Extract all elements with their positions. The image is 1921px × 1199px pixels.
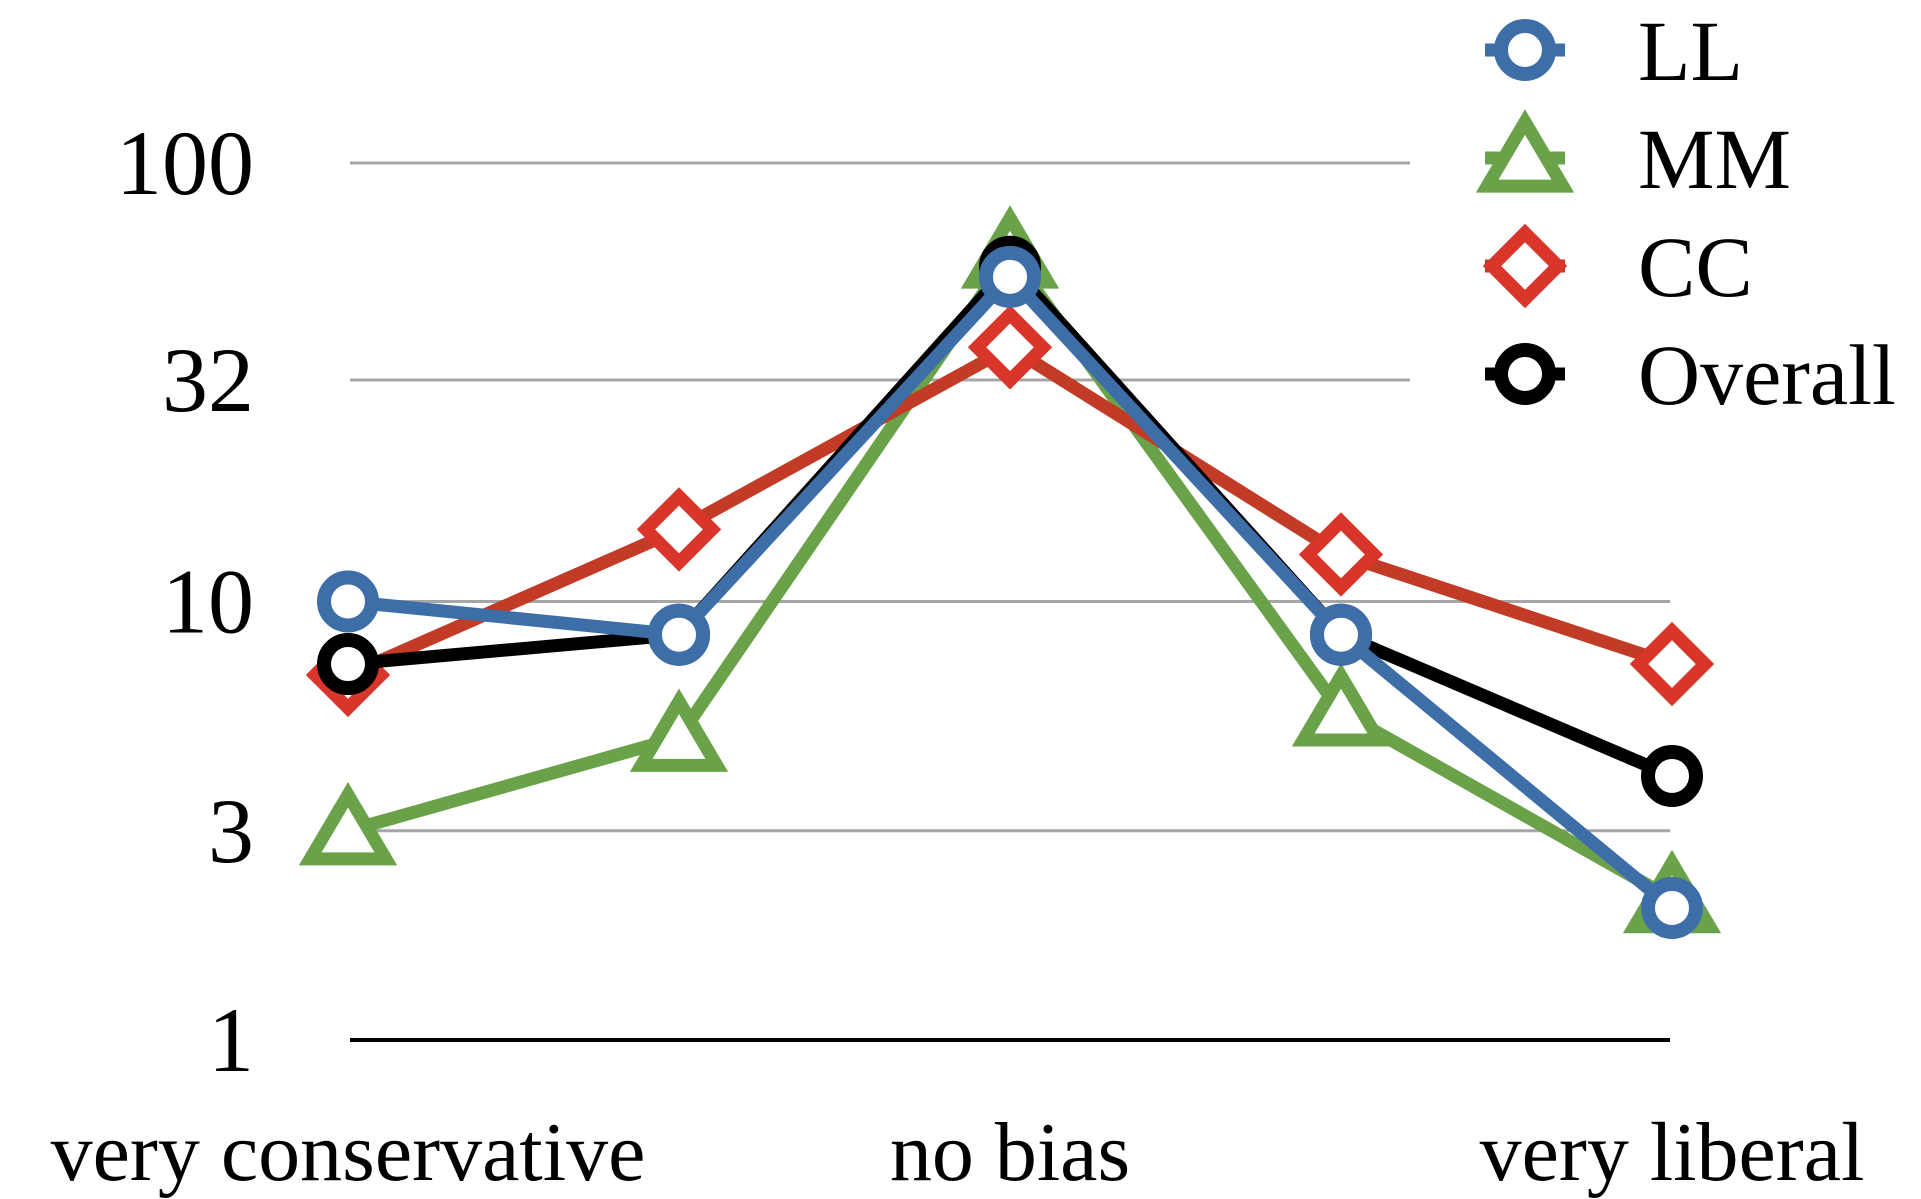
- x-tick-label: very liberal: [1480, 1106, 1865, 1199]
- legend-label: LL: [1638, 3, 1743, 99]
- y-axis-ticks: 1 3 10 32 100: [116, 112, 254, 1091]
- legend-item-ll: LL: [1485, 3, 1743, 99]
- y-tick-label: 1: [208, 989, 254, 1091]
- data-point-cc: [636, 487, 722, 572]
- data-point-ll: [317, 570, 379, 633]
- legend-label: MM: [1638, 111, 1791, 207]
- x-tick-label: no bias: [890, 1106, 1130, 1199]
- data-point-mm: [298, 781, 398, 866]
- data-point-overall: [317, 633, 379, 696]
- gridlines: [350, 161, 1670, 1042]
- legend: LL MM CC Overall: [1475, 3, 1896, 423]
- legend-marker: [1475, 109, 1575, 193]
- y-tick-label: 10: [162, 551, 254, 653]
- data-point-ll: [979, 245, 1041, 308]
- series-group: [298, 205, 1722, 939]
- legend-label: Overall: [1638, 327, 1896, 423]
- data-point-cc: [1629, 621, 1715, 707]
- data-point-cc: [1298, 512, 1384, 597]
- data-point-mm: [629, 688, 729, 772]
- data-point-ll: [1310, 603, 1372, 666]
- data-point-ll: [648, 603, 710, 666]
- data-point-overall: [1641, 744, 1703, 807]
- legend-marker: [1482, 223, 1568, 309]
- data-point-mm: [1291, 663, 1391, 747]
- data-point-cc: [967, 305, 1053, 390]
- y-tick-label: 32: [162, 329, 254, 431]
- legend-label: CC: [1638, 219, 1753, 315]
- x-tick-label: very conservative: [51, 1106, 646, 1199]
- legend-item-cc: CC: [1482, 219, 1753, 315]
- x-axis-ticks: very conservative no bias very liberal: [51, 1106, 1865, 1199]
- legend-item-overall: Overall: [1485, 327, 1896, 423]
- data-point-ll: [1641, 876, 1703, 939]
- legend-marker: [1494, 343, 1556, 405]
- y-tick-label: 3: [208, 780, 254, 882]
- y-tick-label: 100: [116, 112, 254, 214]
- legend-item-mm: MM: [1475, 109, 1791, 207]
- legend-marker: [1494, 19, 1556, 81]
- series-ll: [317, 245, 1703, 939]
